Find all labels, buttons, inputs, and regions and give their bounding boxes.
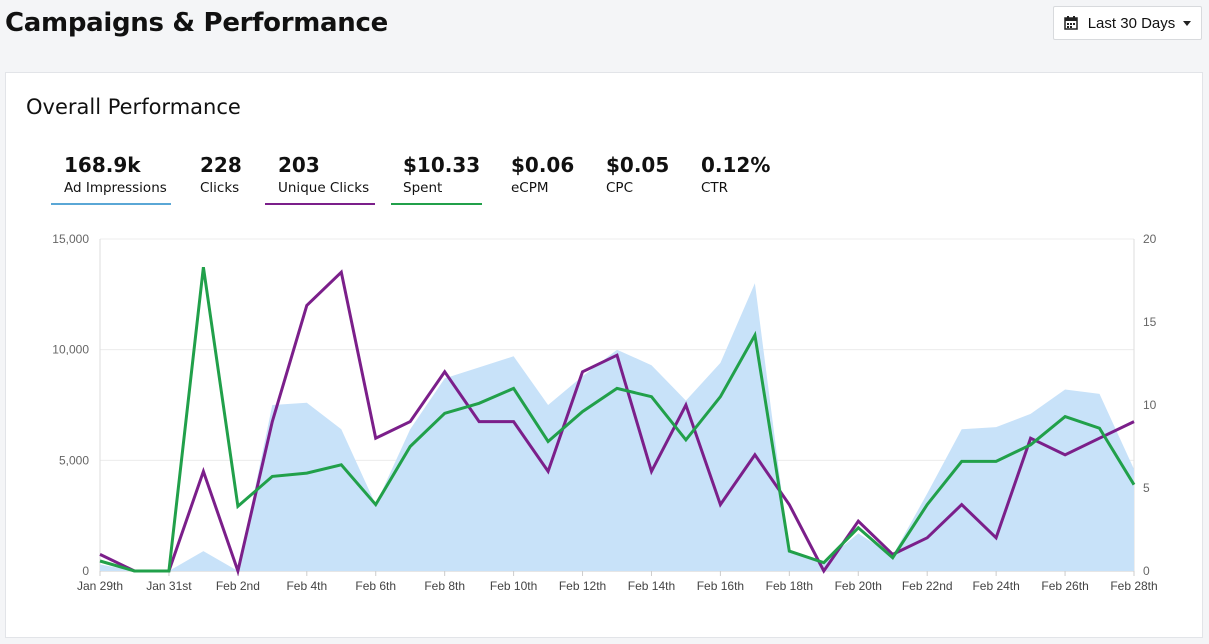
metric-value: $10.33 — [403, 153, 481, 177]
metric-value: 203 — [278, 153, 320, 177]
metric-ad-impressions[interactable]: 168.9k Ad Impressions — [51, 153, 171, 205]
metric-label: CPC — [606, 180, 633, 196]
metric-underline — [51, 203, 171, 205]
metric-cpc[interactable]: $0.05 CPC — [606, 153, 676, 205]
metric-label: CTR — [701, 180, 729, 196]
metric-value: $0.06 — [511, 153, 575, 177]
metric-value: 228 — [200, 153, 242, 177]
metric-underline — [265, 203, 375, 205]
metric-label: Ad Impressions — [64, 180, 167, 196]
page-title: Campaigns & Performance — [5, 8, 388, 38]
metric-clicks[interactable]: 228 Clicks — [200, 153, 260, 205]
overall-performance-card: Overall Performance 168.9k Ad Impression… — [5, 72, 1203, 638]
chevron-down-icon — [1183, 20, 1192, 26]
metric-value: 168.9k — [64, 153, 141, 177]
calendar-icon — [1063, 16, 1078, 30]
metric-value: $0.05 — [606, 153, 670, 177]
card-title: Overall Performance — [26, 95, 241, 119]
metric-underline — [391, 203, 482, 205]
metric-ctr[interactable]: 0.12% CTR — [701, 153, 771, 205]
date-range-button[interactable]: Last 30 Days — [1053, 6, 1202, 40]
metric-ecpm[interactable]: $0.06 eCPM — [511, 153, 581, 205]
metric-label: Spent — [403, 180, 443, 196]
metric-unique-clicks[interactable]: 203 Unique Clicks — [265, 153, 375, 205]
metric-label: Unique Clicks — [278, 180, 370, 196]
date-range-label: Last 30 Days — [1087, 14, 1176, 32]
metric-label: Clicks — [200, 180, 240, 196]
metric-value: 0.12% — [701, 153, 771, 177]
metric-label: eCPM — [511, 180, 549, 196]
metric-spent[interactable]: $10.33 Spent — [391, 153, 482, 205]
